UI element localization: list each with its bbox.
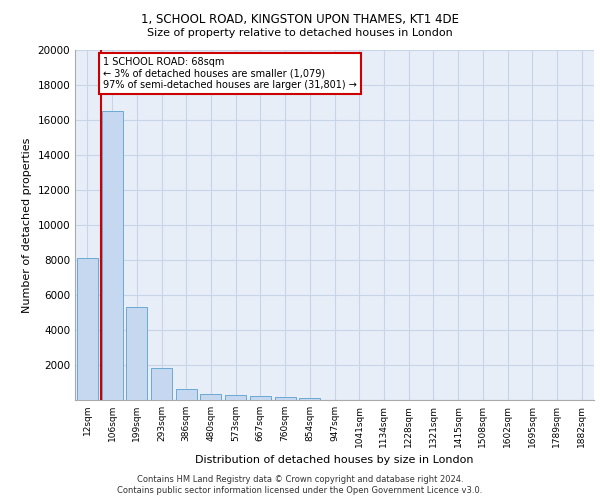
Bar <box>225 395 246 400</box>
Bar <box>176 388 197 400</box>
Bar <box>151 368 172 400</box>
X-axis label: Distribution of detached houses by size in London: Distribution of detached houses by size … <box>195 456 474 466</box>
Text: Contains public sector information licensed under the Open Government Licence v3: Contains public sector information licen… <box>118 486 482 495</box>
Bar <box>200 394 221 400</box>
Bar <box>126 307 147 400</box>
Bar <box>299 398 320 400</box>
Bar <box>77 258 98 400</box>
Y-axis label: Number of detached properties: Number of detached properties <box>22 138 32 312</box>
Bar <box>101 112 122 400</box>
Text: 1, SCHOOL ROAD, KINGSTON UPON THAMES, KT1 4DE: 1, SCHOOL ROAD, KINGSTON UPON THAMES, KT… <box>141 12 459 26</box>
Text: Contains HM Land Registry data © Crown copyright and database right 2024.: Contains HM Land Registry data © Crown c… <box>137 475 463 484</box>
Bar <box>275 397 296 400</box>
Text: 1 SCHOOL ROAD: 68sqm
← 3% of detached houses are smaller (1,079)
97% of semi-det: 1 SCHOOL ROAD: 68sqm ← 3% of detached ho… <box>103 57 357 90</box>
Text: Size of property relative to detached houses in London: Size of property relative to detached ho… <box>147 28 453 38</box>
Bar <box>250 396 271 400</box>
